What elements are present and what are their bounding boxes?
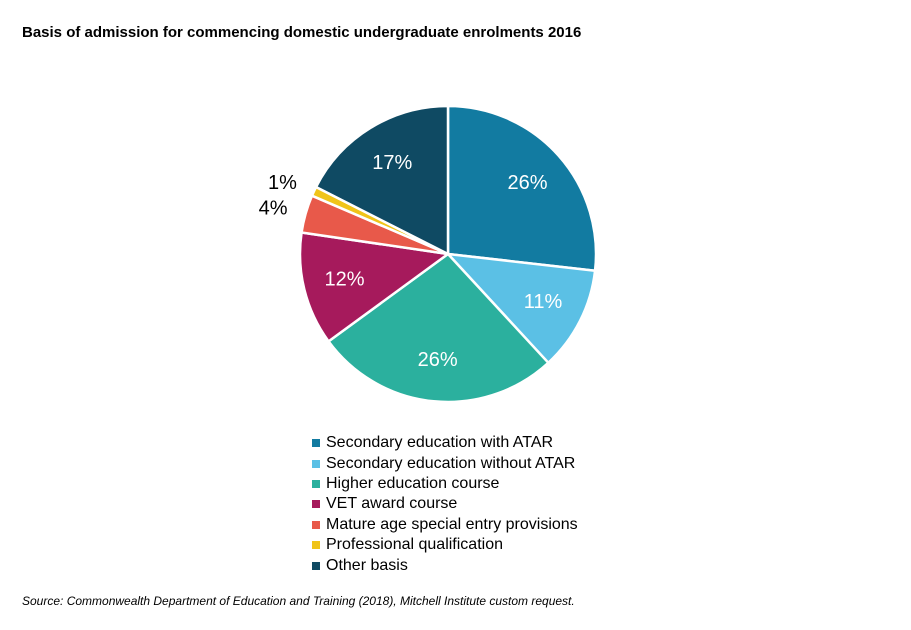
- legend-item-professional-qualification: Professional qualification: [312, 535, 578, 555]
- legend-label: Other basis: [326, 556, 408, 574]
- legend-swatch: [312, 541, 320, 550]
- legend-item-other-basis: Other basis: [312, 555, 578, 575]
- legend-item-higher-education-course: Higher education course: [312, 474, 578, 494]
- legend-label: Professional qualification: [326, 536, 503, 554]
- pie-slice-secondary-education-with-atar: [446, 104, 598, 272]
- legend-swatch: [312, 500, 320, 509]
- data-label-mature-age-special-entry-provisions: 4%: [259, 198, 288, 220]
- legend-item-mature-age-special-entry-provisions: Mature age special entry provisions: [312, 515, 578, 535]
- legend-label: Secondary education without ATAR: [326, 454, 576, 472]
- legend-item-vet-award-course: VET award course: [312, 494, 578, 514]
- pie-slice-secondary-education-without-atar: [446, 252, 597, 365]
- pie-slice-vet-award-course: [298, 231, 450, 343]
- pie-slice-other-basis: [314, 104, 450, 256]
- data-label-other-basis: 17%: [372, 152, 412, 174]
- legend-swatch: [312, 479, 320, 488]
- legend-item-secondary-education-without-atar: Secondary education without ATAR: [312, 453, 578, 473]
- data-label-secondary-education-with-atar: 26%: [507, 172, 547, 194]
- legend-label: Higher education course: [326, 474, 500, 492]
- legend-item-secondary-education-with-atar: Secondary education with ATAR: [312, 433, 578, 453]
- legend-label: VET award course: [326, 495, 458, 513]
- data-label-secondary-education-without-atar: 11%: [524, 291, 563, 313]
- legend-swatch: [312, 520, 320, 529]
- legend-label: Secondary education with ATAR: [326, 434, 554, 452]
- source-note: Source: Commonwealth Department of Educa…: [22, 594, 575, 608]
- data-label-professional-qualification: 1%: [268, 172, 297, 194]
- legend-label: Mature age special entry provisions: [326, 515, 578, 533]
- chart-legend: Secondary education with ATAR Secondary e…: [312, 433, 578, 576]
- data-label-vet-award-course: 12%: [325, 269, 365, 291]
- chart-title: Basis of admission for commencing domest…: [22, 24, 582, 41]
- legend-swatch: [312, 459, 320, 468]
- pie-slice-higher-education-course: [327, 252, 550, 404]
- legend-swatch: [312, 439, 320, 448]
- data-label-higher-education-course: 26%: [418, 349, 458, 371]
- legend-swatch: [312, 561, 320, 570]
